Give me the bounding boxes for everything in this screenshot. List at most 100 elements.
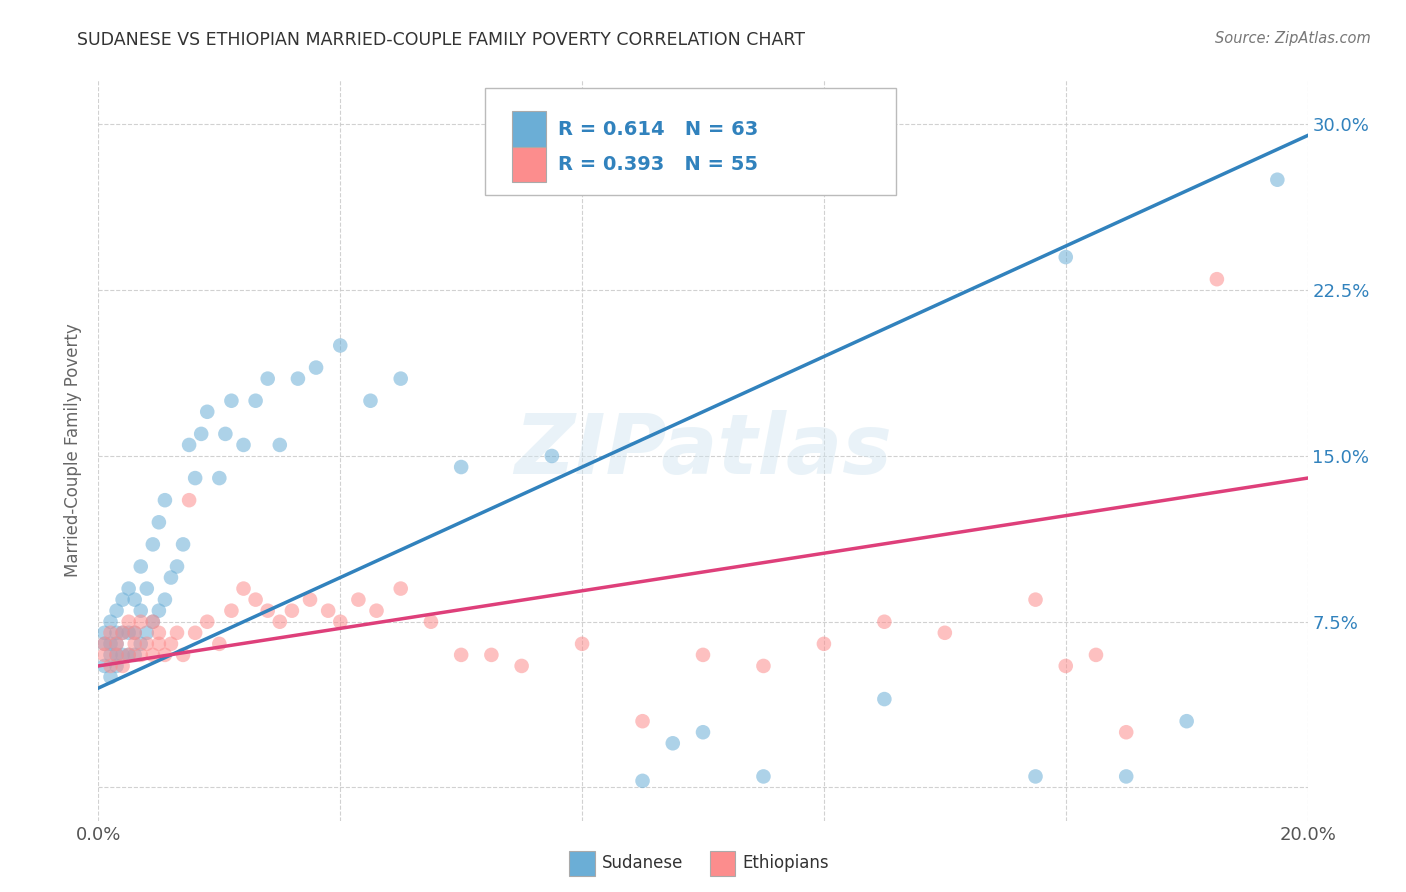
Point xyxy=(153,493,176,508)
Point xyxy=(631,714,654,729)
Point xyxy=(329,338,352,352)
Point xyxy=(208,471,231,485)
Point xyxy=(873,615,896,629)
Point xyxy=(813,637,835,651)
Point xyxy=(195,405,218,419)
Point xyxy=(347,592,370,607)
Point xyxy=(214,426,236,441)
Point xyxy=(172,648,194,662)
Point xyxy=(93,637,115,651)
Point xyxy=(540,449,562,463)
Point xyxy=(129,648,152,662)
Point xyxy=(232,582,254,596)
Point xyxy=(129,559,152,574)
Point xyxy=(105,648,128,662)
Point xyxy=(142,648,165,662)
Point xyxy=(124,637,146,651)
Point xyxy=(631,773,654,788)
Point xyxy=(329,615,352,629)
Point xyxy=(100,659,122,673)
Point xyxy=(148,516,170,530)
Point xyxy=(118,582,141,596)
Point xyxy=(360,393,382,408)
Point xyxy=(1054,659,1077,673)
Point xyxy=(142,615,165,629)
Point xyxy=(692,648,714,662)
FancyBboxPatch shape xyxy=(512,147,546,183)
Point xyxy=(105,625,128,640)
Point xyxy=(256,604,278,618)
Point xyxy=(135,637,157,651)
Point xyxy=(105,604,128,618)
Point xyxy=(179,438,201,452)
Point xyxy=(100,615,122,629)
Point xyxy=(873,692,896,706)
Point xyxy=(481,648,503,662)
Point xyxy=(148,604,170,618)
Point xyxy=(160,570,183,584)
Point xyxy=(105,659,128,673)
Point xyxy=(93,648,115,662)
Point xyxy=(389,582,412,596)
Point xyxy=(316,604,339,618)
Point xyxy=(93,625,115,640)
Point xyxy=(420,615,443,629)
Point xyxy=(153,648,176,662)
Point xyxy=(221,604,243,618)
Point xyxy=(172,537,194,551)
Point xyxy=(153,592,176,607)
Point xyxy=(232,438,254,452)
Point xyxy=(124,625,146,640)
Point xyxy=(142,537,165,551)
Point xyxy=(148,637,170,651)
Text: Sudanese: Sudanese xyxy=(602,855,683,872)
Point xyxy=(692,725,714,739)
Point xyxy=(299,592,322,607)
Point xyxy=(281,604,304,618)
Point xyxy=(510,659,533,673)
Text: R = 0.393   N = 55: R = 0.393 N = 55 xyxy=(558,155,758,174)
Point xyxy=(287,371,309,385)
Text: SUDANESE VS ETHIOPIAN MARRIED-COUPLE FAMILY POVERTY CORRELATION CHART: SUDANESE VS ETHIOPIAN MARRIED-COUPLE FAM… xyxy=(77,31,806,49)
Point xyxy=(100,625,122,640)
Point xyxy=(124,625,146,640)
Point xyxy=(118,648,141,662)
Point xyxy=(1024,592,1046,607)
FancyBboxPatch shape xyxy=(512,112,546,147)
Point xyxy=(389,371,412,385)
Point xyxy=(1206,272,1229,286)
Point xyxy=(934,625,956,640)
Point xyxy=(142,615,165,629)
Point xyxy=(1115,769,1137,783)
Point xyxy=(160,637,183,651)
Point xyxy=(305,360,328,375)
Point xyxy=(752,769,775,783)
FancyBboxPatch shape xyxy=(485,87,897,195)
Point xyxy=(269,615,291,629)
Point xyxy=(1115,725,1137,739)
Point xyxy=(221,393,243,408)
Point xyxy=(93,659,115,673)
Point xyxy=(111,625,134,640)
Point xyxy=(1024,769,1046,783)
Y-axis label: Married-Couple Family Poverty: Married-Couple Family Poverty xyxy=(65,324,83,577)
Point xyxy=(166,559,188,574)
Point xyxy=(256,371,278,385)
Point xyxy=(129,604,152,618)
Point xyxy=(111,592,134,607)
Text: Ethiopians: Ethiopians xyxy=(742,855,830,872)
Point xyxy=(100,670,122,684)
Point xyxy=(100,637,122,651)
Point xyxy=(190,426,212,441)
Point xyxy=(100,648,122,662)
Point xyxy=(1267,172,1289,186)
Text: ZIPatlas: ZIPatlas xyxy=(515,410,891,491)
Point xyxy=(571,637,593,651)
Point xyxy=(450,460,472,475)
Point xyxy=(1175,714,1198,729)
Point xyxy=(450,648,472,662)
Point xyxy=(118,625,141,640)
Point xyxy=(269,438,291,452)
Point xyxy=(111,659,134,673)
Point xyxy=(105,637,128,651)
